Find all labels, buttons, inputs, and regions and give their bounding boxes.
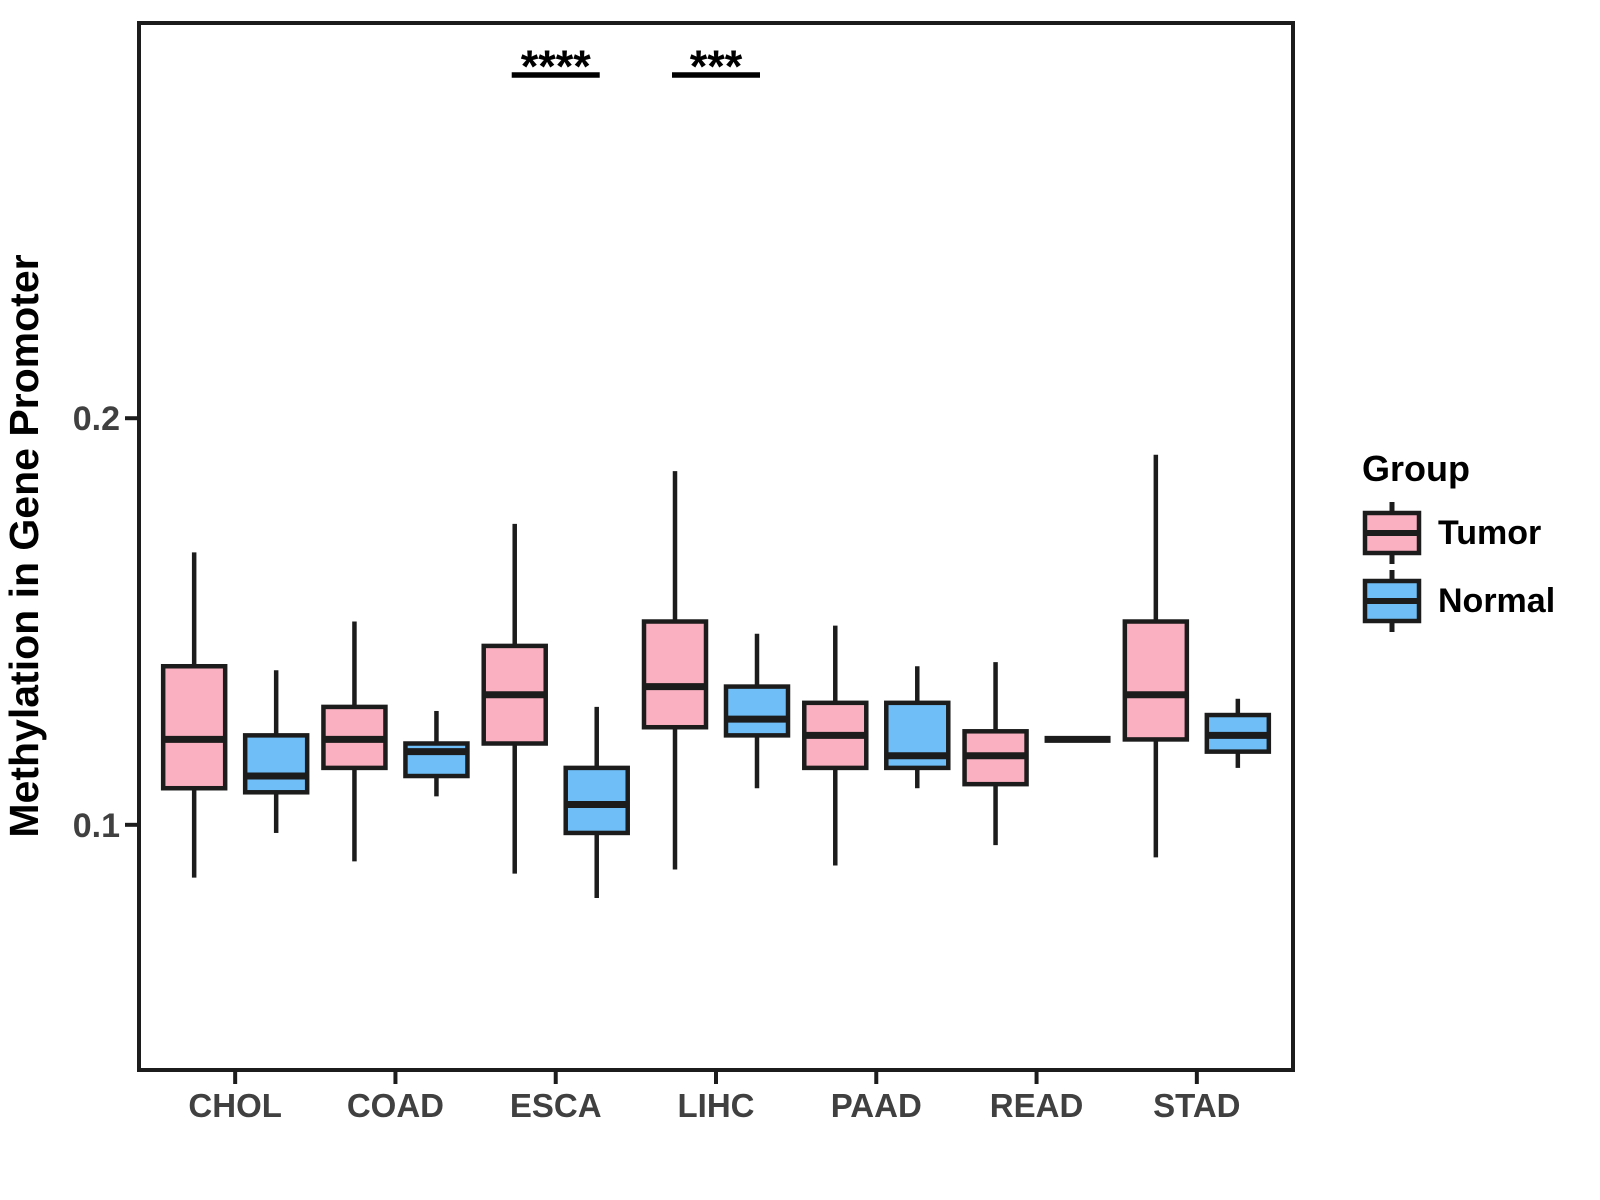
box-normal-chol [242,733,310,795]
significance-label-lihc: *** [690,41,743,92]
box-tumor-chol [160,663,228,791]
x-tick-label-chol: CHOL [188,1087,282,1124]
legend-title: Group [1362,448,1470,489]
box-tumor-stad [1122,619,1190,742]
legend-label-normal: Normal [1438,581,1556,620]
y-tick-label-0.1: 0.1 [73,807,120,845]
x-tick-label-stad: STAD [1153,1087,1240,1124]
x-tick-label-read: READ [990,1087,1084,1124]
y-tick-label-0.2: 0.2 [73,400,120,438]
box-tumor-lihc [641,619,709,730]
tumor-boxplot-key-icon [1362,502,1422,564]
x-tick-label-lihc: LIHC [678,1087,755,1124]
x-tick-label-coad: COAD [347,1087,444,1124]
legend: Group Tumor Normal [1362,448,1555,632]
x-tick-label-paad: PAAD [831,1087,922,1124]
y-axis-title: Methylation in Gene Promoter [1,254,47,837]
box-normal-esca [563,765,630,836]
box-normal-lihc [723,684,791,738]
significance-label-esca: **** [521,41,592,92]
legend-entry-normal: Normal [1362,570,1555,632]
legend-label-tumor: Tumor [1438,513,1542,552]
x-tick-label-esca: ESCA [510,1087,602,1124]
panel-border [137,21,1295,1072]
legend-entry-tumor: Tumor [1362,502,1555,564]
normal-boxplot-key-icon [1362,570,1422,632]
